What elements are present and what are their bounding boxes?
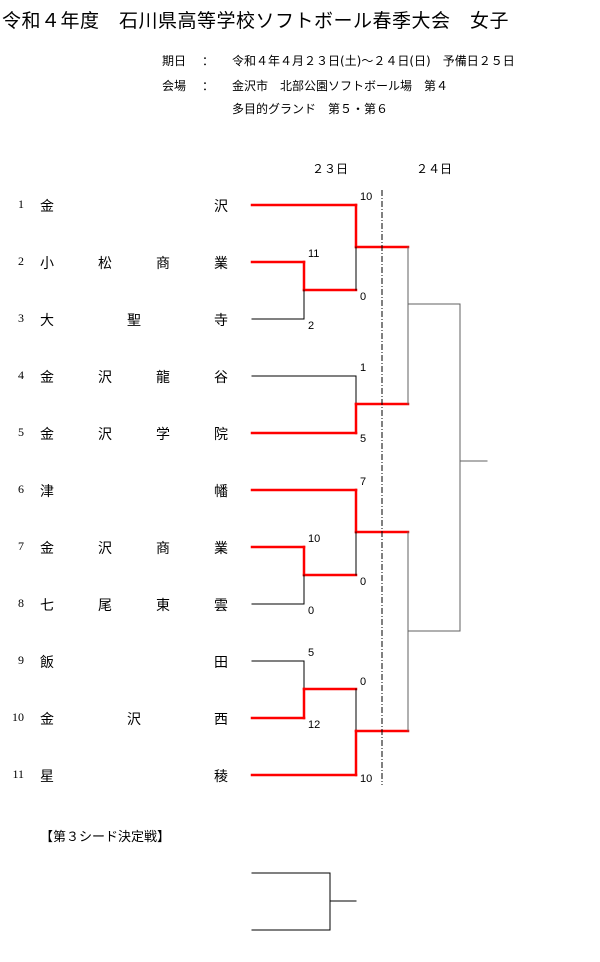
score: 7 [360, 476, 367, 488]
day-label-24: ２４日 [416, 162, 453, 176]
team-name-char: 沢 [214, 199, 228, 215]
score: 0 [308, 605, 315, 617]
team-name-char: 松 [98, 256, 112, 272]
team-name: 金沢学院 [40, 424, 228, 444]
team-number: 11 [12, 767, 24, 781]
team-name-char: 商 [156, 541, 170, 557]
team-name: 金沢西 [40, 709, 228, 729]
score: 11 [308, 248, 320, 260]
team-name-char: 大 [40, 313, 54, 329]
team-number: 5 [18, 425, 24, 439]
team-name-char: 沢 [98, 427, 112, 443]
team-name-char: 金 [40, 427, 54, 443]
team-name-char: 金 [40, 370, 54, 386]
team-name: 大聖寺 [40, 310, 228, 330]
team-name-char: 聖 [127, 313, 141, 329]
venue-value-2: 多目的グランド 第５・第６ [232, 102, 389, 116]
team-name: 金沢 [40, 196, 228, 216]
team-name-char: 雲 [214, 598, 228, 614]
team-name: 七尾東雲 [40, 595, 228, 615]
team-number: 6 [18, 482, 24, 496]
score: 2 [308, 320, 315, 332]
separator: ： [202, 54, 215, 68]
team-name-char: 金 [40, 712, 54, 728]
team-name: 金沢商業 [40, 538, 228, 558]
team-number: 8 [18, 596, 24, 610]
team-number: 10 [12, 710, 24, 724]
team-name: 星稜 [40, 766, 228, 786]
venue-label: 会場 [162, 79, 187, 93]
score: 10 [360, 191, 373, 203]
team-name-char: 金 [40, 199, 54, 215]
team-name-char: 七 [40, 598, 54, 614]
team-name-char: 西 [214, 712, 228, 728]
team-name-char: 商 [156, 256, 170, 272]
team-name-char: 沢 [127, 712, 141, 728]
score: 0 [360, 676, 367, 688]
score: 12 [308, 719, 321, 731]
score: 5 [360, 433, 367, 445]
score: 1 [360, 362, 367, 374]
team-name-char: 東 [156, 598, 170, 614]
team-name-char: 幡 [214, 484, 228, 500]
team-name-char: 尾 [98, 598, 112, 614]
team-number: 7 [18, 539, 24, 553]
page-title: 令和４年度 石川県高等学校ソフトボール春季大会 女子 [2, 10, 510, 32]
score: 0 [360, 291, 367, 303]
separator: ： [202, 79, 215, 93]
team-name: 津幡 [40, 481, 228, 501]
score: 10 [360, 773, 373, 785]
team-number: 2 [18, 254, 24, 268]
seed-match-label: 【第３シード決定戦】 [40, 830, 171, 845]
team-name-char: 飯 [40, 655, 54, 671]
team-name-char: 谷 [214, 370, 228, 386]
team-name-char: 院 [214, 427, 228, 443]
score: 5 [308, 647, 315, 659]
team-number: 3 [18, 311, 24, 325]
team-name-char: 学 [156, 427, 170, 443]
date-label: 期日 [162, 54, 187, 68]
score: 10 [308, 533, 321, 545]
venue-value: 金沢市 北部公園ソフトボール場 第４ [232, 79, 449, 93]
team-name-char: 小 [40, 256, 54, 272]
team-number: 4 [18, 368, 24, 382]
team-name-char: 星 [40, 769, 54, 785]
team-name-char: 稜 [214, 769, 228, 785]
score: 0 [360, 576, 367, 588]
team-name: 金沢龍谷 [40, 367, 228, 387]
team-name-char: 金 [40, 541, 54, 557]
team-name-char: 沢 [98, 370, 112, 386]
team-number: 1 [18, 197, 24, 211]
team-name-char: 業 [214, 256, 228, 272]
day-label-23: ２３日 [312, 162, 349, 176]
team-name-char: 業 [214, 541, 228, 557]
team-name-char: 沢 [98, 541, 112, 557]
team-number: 9 [18, 653, 24, 667]
date-value: 令和４年４月２３日(土)～２４日(日) 予備日２５日 [232, 54, 515, 68]
team-name: 飯田 [40, 652, 228, 672]
team-name-char: 龍 [156, 370, 170, 386]
team-name-char: 田 [214, 655, 228, 671]
team-name-char: 津 [40, 484, 54, 500]
team-name-char: 寺 [214, 313, 228, 329]
team-name: 小松商業 [40, 253, 228, 273]
